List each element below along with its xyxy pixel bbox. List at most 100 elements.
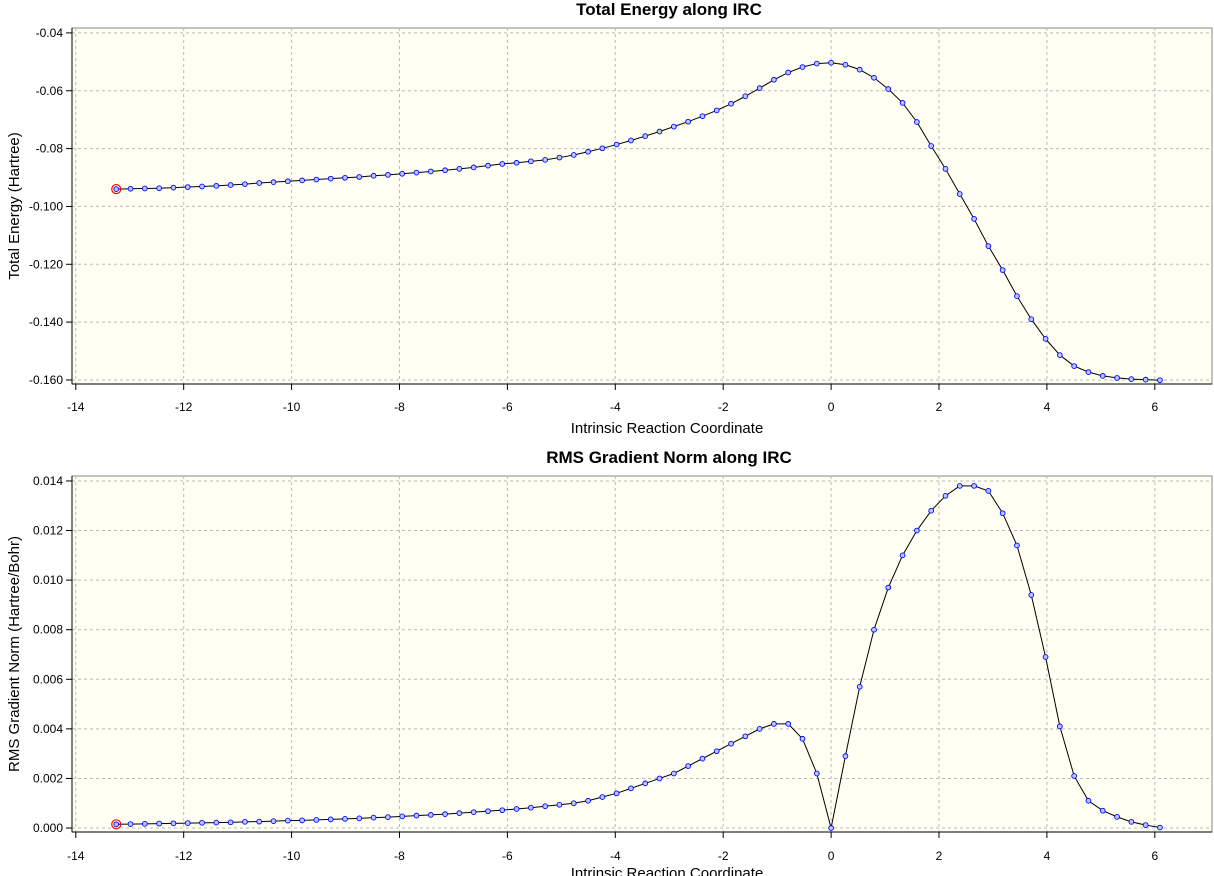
- data-point: [256, 818, 263, 825]
- data-point: [813, 60, 820, 67]
- data-point: [999, 267, 1006, 273]
- x-axis-title: Intrinsic Reaction Coordinate: [571, 865, 764, 876]
- data-point: [699, 113, 706, 120]
- data-point: [985, 243, 992, 249]
- data-point: [570, 152, 577, 158]
- data-point: [656, 775, 663, 782]
- data-point: [385, 814, 391, 820]
- x-tick-label: -10: [283, 400, 301, 414]
- data-point: [1142, 822, 1149, 828]
- y-tick-label: 0.010: [33, 573, 63, 587]
- data-point: [270, 179, 277, 185]
- x-tick-label: -14: [67, 400, 85, 414]
- data-point: [999, 510, 1006, 517]
- data-point: [699, 755, 706, 762]
- data-point: [184, 184, 191, 190]
- data-point: [570, 800, 577, 807]
- data-point: [256, 180, 263, 186]
- data-point: [971, 216, 977, 222]
- x-tick-label: -6: [502, 849, 513, 863]
- data-point: [1099, 807, 1106, 814]
- data-point: [856, 66, 863, 73]
- data-point: [842, 61, 849, 68]
- data-point: [742, 93, 749, 100]
- data-point: [113, 821, 120, 828]
- data-point: [956, 191, 963, 197]
- data-point: [1042, 336, 1049, 342]
- data-point: [113, 186, 120, 192]
- x-tick-label: 2: [936, 849, 943, 863]
- data-point: [141, 185, 148, 192]
- x-tick-label: 4: [1044, 849, 1051, 863]
- data-point: [885, 584, 892, 591]
- data-point: [399, 813, 406, 820]
- data-point: [528, 804, 534, 811]
- data-point: [956, 483, 963, 489]
- data-point: [1071, 363, 1078, 369]
- data-point: [928, 507, 935, 514]
- data-point: [170, 184, 177, 191]
- data-point: [156, 185, 162, 192]
- data-point: [928, 143, 935, 149]
- data-point: [842, 753, 849, 759]
- data-point: [528, 158, 534, 165]
- data-point: [513, 806, 520, 812]
- data-point: [1085, 369, 1092, 375]
- data-point: [628, 785, 634, 792]
- data-point: [685, 763, 691, 769]
- data-point: [899, 552, 906, 559]
- data-point: [1128, 376, 1135, 382]
- data-point: [313, 817, 320, 823]
- y-tick-label: -0.120: [29, 257, 63, 271]
- data-point: [227, 819, 234, 826]
- data-point: [756, 85, 763, 92]
- data-point: [628, 137, 634, 144]
- x-tick-label: -8: [394, 849, 405, 863]
- data-point: [156, 820, 162, 827]
- x-tick-label: 6: [1151, 400, 1158, 414]
- data-point: [342, 174, 348, 181]
- x-tick-label: 0: [828, 400, 835, 414]
- data-point: [1042, 654, 1049, 660]
- x-tick-label: 0: [828, 849, 835, 863]
- data-point: [499, 807, 506, 814]
- data-point: [299, 177, 305, 184]
- x-tick-label: -14: [67, 849, 85, 863]
- data-point: [1028, 592, 1035, 598]
- data-point: [599, 145, 606, 152]
- x-tick-label: 6: [1151, 849, 1158, 863]
- data-point: [585, 797, 591, 804]
- data-point: [370, 172, 377, 179]
- x-tick-label: -12: [175, 849, 193, 863]
- y-axis-title: RMS Gradient Norm (Hartree/Bohr): [6, 536, 23, 772]
- x-tick-label: -6: [502, 400, 513, 414]
- data-point: [828, 825, 834, 831]
- data-point: [556, 154, 563, 161]
- data-point: [670, 123, 677, 130]
- current-point: [111, 183, 122, 195]
- data-point: [613, 141, 620, 148]
- chart-title: RMS Gradient Norm along IRC: [546, 448, 792, 467]
- data-point: [728, 740, 734, 747]
- data-point: [141, 820, 148, 827]
- data-point: [470, 164, 477, 171]
- data-point: [771, 721, 777, 727]
- data-point: [427, 812, 434, 818]
- data-point: [442, 167, 448, 174]
- data-point: [127, 185, 134, 192]
- x-tick-label: -4: [610, 400, 621, 414]
- data-point: [1142, 376, 1149, 383]
- data-point: [270, 818, 277, 824]
- data-point: [785, 69, 792, 76]
- x-axis-title: Intrinsic Reaction Coordinate: [571, 420, 764, 437]
- y-tick-label: -0.06: [36, 84, 64, 98]
- data-point: [871, 626, 877, 633]
- x-tick-label: 4: [1044, 400, 1051, 414]
- chart-title: Total Energy along IRC: [576, 0, 762, 19]
- data-point: [242, 818, 248, 825]
- data-point: [899, 100, 906, 106]
- data-point: [1114, 375, 1120, 381]
- data-point: [971, 483, 977, 489]
